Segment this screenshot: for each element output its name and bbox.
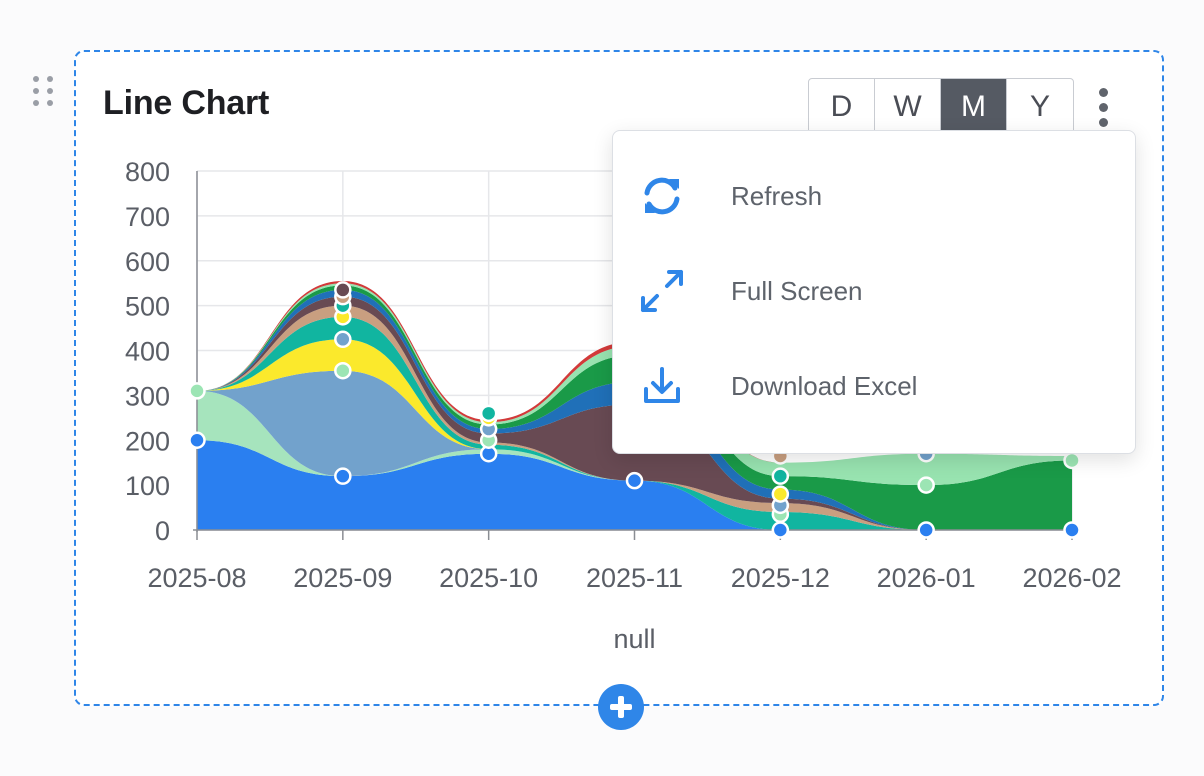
x-tick-label: 2026-02 <box>1022 563 1121 593</box>
data-point-marker <box>917 521 935 539</box>
menu-item-label: Download Excel <box>731 370 918 401</box>
y-tick-label: 0 <box>155 516 170 546</box>
y-tick-label: 100 <box>125 471 170 501</box>
area-series-8 <box>197 285 1072 530</box>
data-point-marker <box>334 361 352 380</box>
drag-handle-icon[interactable] <box>33 76 57 112</box>
data-point-marker <box>1063 451 1081 470</box>
y-tick-label: 400 <box>125 337 170 367</box>
x-tick-label: 2025-11 <box>586 563 683 593</box>
more-options-icon[interactable] <box>1094 88 1112 132</box>
period-button-day[interactable]: D <box>809 79 875 135</box>
x-axis-title: null <box>613 624 655 654</box>
area-series-9 <box>197 283 1072 486</box>
menu-item-label: Full Screen <box>731 275 863 306</box>
period-selector: D W M Y <box>808 78 1074 136</box>
y-tick-label: 300 <box>125 381 170 411</box>
area-series-3 <box>197 339 1072 530</box>
y-tick-label: 700 <box>125 202 170 232</box>
widget-title: Line Chart <box>103 84 270 122</box>
y-tick-label: 600 <box>125 247 170 277</box>
refresh-icon <box>644 177 680 215</box>
menu-item-download-excel[interactable]: Download Excel <box>613 341 1135 431</box>
data-point-marker <box>334 330 352 349</box>
data-point-marker <box>771 521 790 539</box>
expand-icon <box>641 270 683 312</box>
x-tick-label: 2025-08 <box>147 563 246 593</box>
data-point-marker <box>917 476 935 494</box>
period-button-month[interactable]: M <box>941 79 1007 135</box>
period-button-week[interactable]: W <box>875 79 941 135</box>
menu-item-full-screen[interactable]: Full Screen <box>613 246 1135 336</box>
data-point-marker <box>188 431 206 449</box>
x-tick-label: 2025-10 <box>439 563 538 593</box>
x-tick-label: 2025-12 <box>731 563 830 593</box>
context-menu: Refresh Full Screen Download Excel <box>612 130 1136 454</box>
y-tick-label: 800 <box>125 157 170 187</box>
y-tick-label: 500 <box>125 292 170 322</box>
data-point-marker <box>334 281 352 299</box>
data-point-marker <box>188 382 206 400</box>
data-point-marker <box>334 467 352 485</box>
download-icon <box>644 367 680 403</box>
data-point-marker <box>771 485 790 503</box>
x-tick-label: 2026-01 <box>877 563 976 593</box>
y-tick-label: 200 <box>125 426 170 456</box>
menu-item-label: Refresh <box>731 180 823 211</box>
area-series-2 <box>197 370 1072 530</box>
data-point-marker <box>771 467 790 485</box>
data-point-marker <box>1063 521 1081 539</box>
add-widget-button[interactable] <box>598 684 644 730</box>
menu-item-refresh[interactable]: Refresh <box>613 151 1135 241</box>
period-button-year[interactable]: Y <box>1029 90 1050 123</box>
data-point-marker <box>479 404 498 423</box>
data-point-marker <box>625 471 644 490</box>
x-tick-label: 2025-09 <box>293 563 392 593</box>
